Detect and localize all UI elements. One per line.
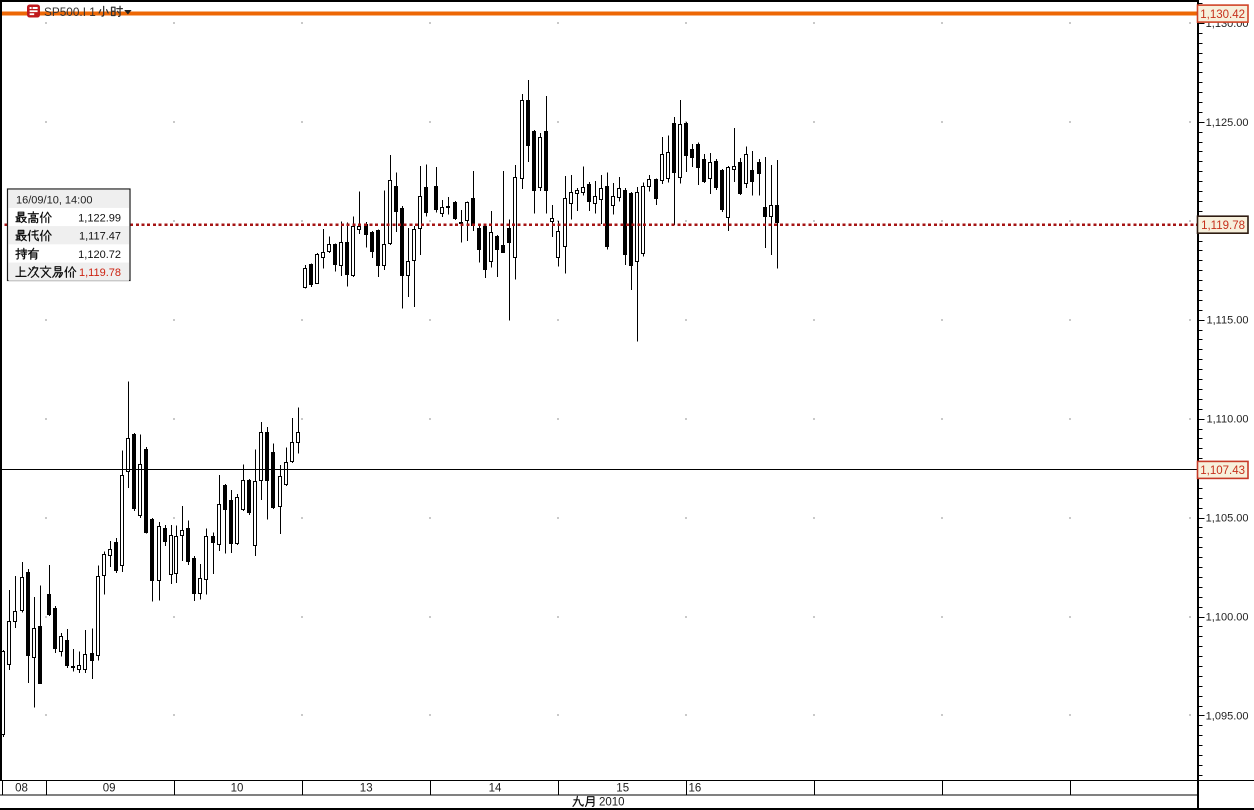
svg-text:1,110.00: 1,110.00 [1206,414,1248,426]
svg-text:08: 08 [15,783,28,795]
svg-text:1,107.43: 1,107.43 [1200,465,1245,477]
svg-text:16: 16 [689,783,702,795]
svg-text:1,125.00: 1,125.00 [1206,117,1249,129]
svg-text:SP500.I 1: SP500.I 1 [44,5,96,19]
svg-text:13: 13 [360,783,373,795]
svg-text:1,105.00: 1,105.00 [1206,513,1249,525]
svg-text:1,119.78: 1,119.78 [1201,220,1245,232]
svg-text:14: 14 [489,783,502,795]
svg-text:15: 15 [616,783,629,795]
svg-text:1,120.72: 1,120.72 [78,249,121,261]
svg-text:16/09/10, 14:00: 16/09/10, 14:00 [16,194,92,206]
svg-text:1,115.00: 1,115.00 [1206,315,1248,327]
svg-text:1,122.99: 1,122.99 [78,213,121,225]
svg-text:10: 10 [231,783,244,795]
svg-text:09: 09 [103,783,116,795]
svg-text:1,119.78: 1,119.78 [79,267,121,279]
svg-text:1,095.00: 1,095.00 [1206,711,1249,723]
svg-text:1,117.47: 1,117.47 [79,231,121,243]
svg-text:2010: 2010 [599,797,625,809]
svg-text:1,100.00: 1,100.00 [1206,612,1249,624]
svg-text:1,130.42: 1,130.42 [1200,9,1245,21]
